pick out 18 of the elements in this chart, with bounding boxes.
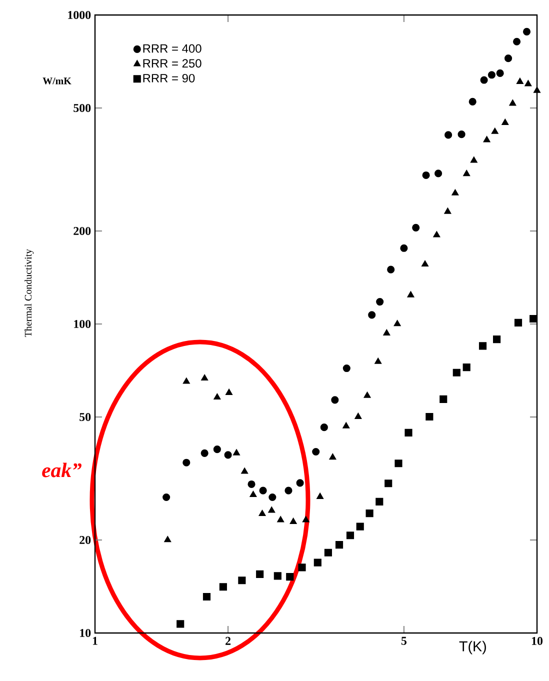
x-tick-label: 2	[226, 636, 231, 645]
y-tick-label: 10	[80, 628, 91, 638]
y-axis-title: Thermal Conductivity	[24, 248, 34, 338]
x-tick-label: 5	[401, 636, 406, 645]
y-tick-label: 100	[74, 320, 91, 328]
text: eak”	[42, 462, 82, 478]
y-tick-label: 20	[80, 536, 91, 544]
legend-label: RRR = 90	[143, 74, 195, 82]
y-tick-label: 1000	[68, 10, 91, 20]
x-axis-title: T(K)	[459, 640, 486, 654]
y-tick-label: 200	[74, 226, 91, 236]
text: W/mK	[42, 78, 72, 84]
y-tick-label: 500	[74, 104, 91, 112]
y-tick-label: 50	[80, 412, 91, 422]
legend-label: RRR = 400	[143, 44, 202, 53]
x-tick-label: 10	[532, 636, 543, 645]
legend-label: RRR = 250	[143, 59, 202, 68]
x-tick-label: 1	[92, 636, 98, 645]
